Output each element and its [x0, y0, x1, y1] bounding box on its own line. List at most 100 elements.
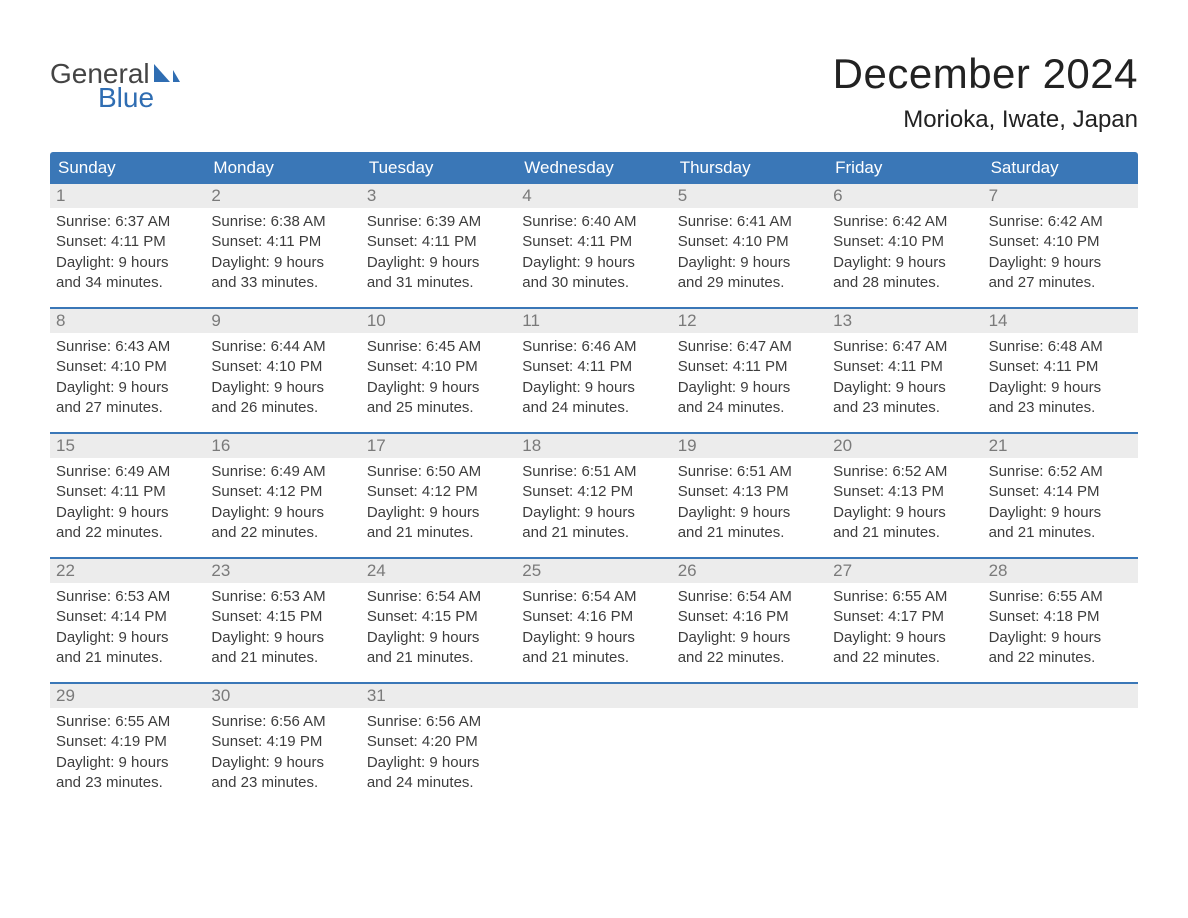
day-cell — [983, 708, 1138, 793]
sunset-line: Sunset: 4:12 PM — [522, 482, 665, 502]
page-header: General Blue December 2024 Morioka, Iwat… — [50, 50, 1138, 134]
sunset-line: Sunset: 4:19 PM — [56, 732, 199, 752]
sunrise-line: Sunrise: 6:55 AM — [989, 587, 1132, 607]
sunset-line: Sunset: 4:10 PM — [989, 232, 1132, 252]
sunset-line: Sunset: 4:13 PM — [678, 482, 821, 502]
daylight-line: Daylight: 9 hours — [56, 753, 199, 773]
daylight-line: and 22 minutes. — [833, 648, 976, 668]
day-cell: Sunrise: 6:45 AMSunset: 4:10 PMDaylight:… — [361, 333, 516, 418]
day-cell: Sunrise: 6:54 AMSunset: 4:15 PMDaylight:… — [361, 583, 516, 668]
day-cell: Sunrise: 6:56 AMSunset: 4:20 PMDaylight:… — [361, 708, 516, 793]
sunrise-line: Sunrise: 6:54 AM — [367, 587, 510, 607]
daylight-line: Daylight: 9 hours — [833, 503, 976, 523]
day-cell: Sunrise: 6:42 AMSunset: 4:10 PMDaylight:… — [827, 208, 982, 293]
day-number: 15 — [50, 434, 205, 458]
sunrise-line: Sunrise: 6:39 AM — [367, 212, 510, 232]
sunset-line: Sunset: 4:11 PM — [211, 232, 354, 252]
sunset-line: Sunset: 4:16 PM — [522, 607, 665, 627]
daylight-line: and 22 minutes. — [678, 648, 821, 668]
day-number: 16 — [205, 434, 360, 458]
day-number: 5 — [672, 184, 827, 208]
day-cell: Sunrise: 6:53 AMSunset: 4:14 PMDaylight:… — [50, 583, 205, 668]
daylight-line: Daylight: 9 hours — [833, 378, 976, 398]
day-of-week-label: Tuesday — [361, 152, 516, 184]
day-number: 6 — [827, 184, 982, 208]
day-cell: Sunrise: 6:51 AMSunset: 4:12 PMDaylight:… — [516, 458, 671, 543]
day-number: 13 — [827, 309, 982, 333]
sunrise-line: Sunrise: 6:52 AM — [989, 462, 1132, 482]
day-cell: Sunrise: 6:48 AMSunset: 4:11 PMDaylight:… — [983, 333, 1138, 418]
sunset-line: Sunset: 4:20 PM — [367, 732, 510, 752]
day-cell: Sunrise: 6:47 AMSunset: 4:11 PMDaylight:… — [672, 333, 827, 418]
day-cell: Sunrise: 6:46 AMSunset: 4:11 PMDaylight:… — [516, 333, 671, 418]
daylight-line: and 21 minutes. — [367, 648, 510, 668]
sunset-line: Sunset: 4:11 PM — [989, 357, 1132, 377]
sunset-line: Sunset: 4:17 PM — [833, 607, 976, 627]
sunrise-line: Sunrise: 6:53 AM — [211, 587, 354, 607]
day-of-week-label: Thursday — [672, 152, 827, 184]
daylight-line: and 31 minutes. — [367, 273, 510, 293]
day-number: 8 — [50, 309, 205, 333]
day-number: 17 — [361, 434, 516, 458]
sunset-line: Sunset: 4:16 PM — [678, 607, 821, 627]
daylight-line: and 21 minutes. — [56, 648, 199, 668]
sunset-line: Sunset: 4:11 PM — [833, 357, 976, 377]
sunset-line: Sunset: 4:15 PM — [367, 607, 510, 627]
daylight-line: Daylight: 9 hours — [56, 253, 199, 273]
day-cell: Sunrise: 6:49 AMSunset: 4:11 PMDaylight:… — [50, 458, 205, 543]
day-number — [827, 684, 982, 708]
day-number: 14 — [983, 309, 1138, 333]
daylight-line: Daylight: 9 hours — [522, 378, 665, 398]
daylight-line: and 21 minutes. — [833, 523, 976, 543]
day-cell: Sunrise: 6:52 AMSunset: 4:14 PMDaylight:… — [983, 458, 1138, 543]
daylight-line: and 28 minutes. — [833, 273, 976, 293]
calendar-week: 1234567Sunrise: 6:37 AMSunset: 4:11 PMDa… — [50, 184, 1138, 293]
day-cell: Sunrise: 6:50 AMSunset: 4:12 PMDaylight:… — [361, 458, 516, 543]
calendar-week: 15161718192021Sunrise: 6:49 AMSunset: 4:… — [50, 432, 1138, 543]
sunrise-line: Sunrise: 6:52 AM — [833, 462, 976, 482]
day-cell: Sunrise: 6:39 AMSunset: 4:11 PMDaylight:… — [361, 208, 516, 293]
day-number: 2 — [205, 184, 360, 208]
logo-word-blue: Blue — [50, 84, 180, 112]
day-number: 7 — [983, 184, 1138, 208]
sunrise-line: Sunrise: 6:43 AM — [56, 337, 199, 357]
daylight-line: and 27 minutes. — [989, 273, 1132, 293]
calendar: SundayMondayTuesdayWednesdayThursdayFrid… — [50, 152, 1138, 793]
day-number: 26 — [672, 559, 827, 583]
day-number: 18 — [516, 434, 671, 458]
daylight-line: Daylight: 9 hours — [678, 378, 821, 398]
day-number-row: 22232425262728 — [50, 559, 1138, 583]
day-number-row: 891011121314 — [50, 309, 1138, 333]
sunset-line: Sunset: 4:11 PM — [522, 357, 665, 377]
location-subtitle: Morioka, Iwate, Japan — [833, 106, 1138, 134]
sunset-line: Sunset: 4:15 PM — [211, 607, 354, 627]
day-cell: Sunrise: 6:54 AMSunset: 4:16 PMDaylight:… — [516, 583, 671, 668]
sunrise-line: Sunrise: 6:44 AM — [211, 337, 354, 357]
daylight-line: Daylight: 9 hours — [367, 503, 510, 523]
daylight-line: Daylight: 9 hours — [367, 753, 510, 773]
sunrise-line: Sunrise: 6:56 AM — [367, 712, 510, 732]
sunrise-line: Sunrise: 6:46 AM — [522, 337, 665, 357]
day-number: 10 — [361, 309, 516, 333]
sunset-line: Sunset: 4:12 PM — [211, 482, 354, 502]
day-number-row: 293031 — [50, 684, 1138, 708]
daylight-line: and 24 minutes. — [522, 398, 665, 418]
daylight-line: and 23 minutes. — [989, 398, 1132, 418]
sunset-line: Sunset: 4:18 PM — [989, 607, 1132, 627]
daylight-line: and 22 minutes. — [56, 523, 199, 543]
day-cell: Sunrise: 6:53 AMSunset: 4:15 PMDaylight:… — [205, 583, 360, 668]
day-cell — [516, 708, 671, 793]
daylight-line: Daylight: 9 hours — [211, 753, 354, 773]
sunset-line: Sunset: 4:10 PM — [56, 357, 199, 377]
sunset-line: Sunset: 4:10 PM — [211, 357, 354, 377]
day-number: 21 — [983, 434, 1138, 458]
month-title: December 2024 — [833, 50, 1138, 98]
day-number: 4 — [516, 184, 671, 208]
day-cell: Sunrise: 6:37 AMSunset: 4:11 PMDaylight:… — [50, 208, 205, 293]
daylight-line: and 23 minutes. — [211, 773, 354, 793]
daylight-line: and 21 minutes. — [367, 523, 510, 543]
daylight-line: Daylight: 9 hours — [211, 503, 354, 523]
sunrise-line: Sunrise: 6:42 AM — [833, 212, 976, 232]
sunrise-line: Sunrise: 6:54 AM — [678, 587, 821, 607]
daylight-line: and 21 minutes. — [678, 523, 821, 543]
